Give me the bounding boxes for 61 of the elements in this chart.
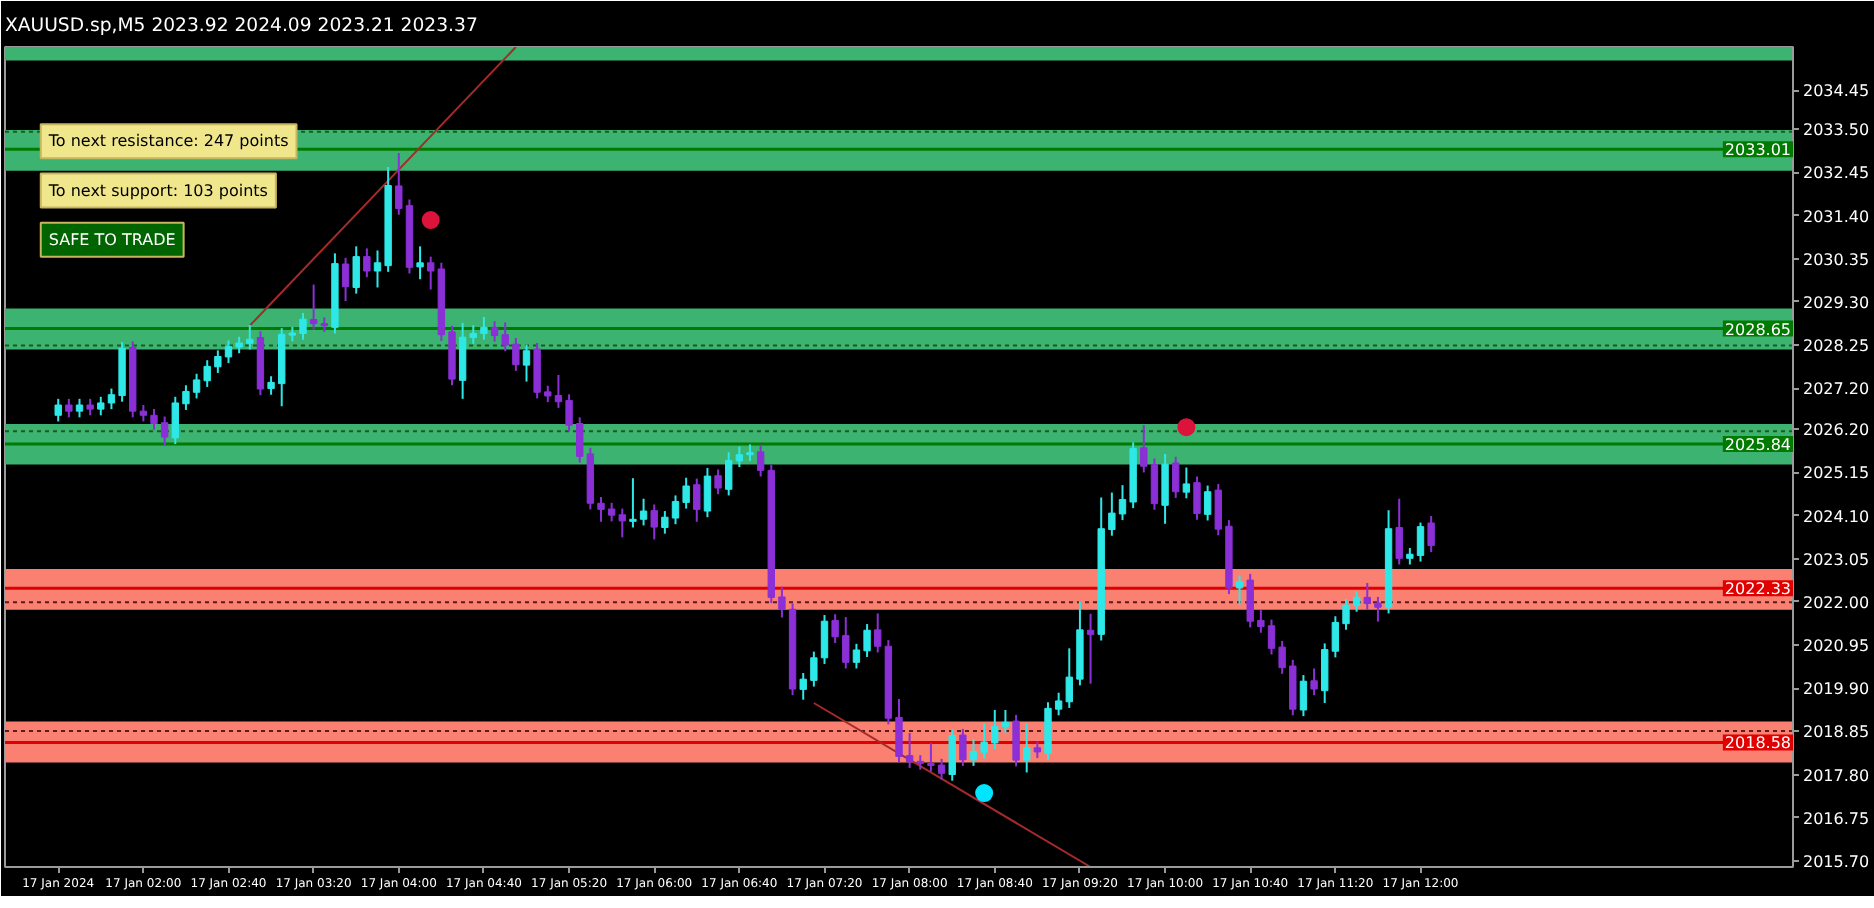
candlestick [309, 283, 318, 331]
y-tick-label: 2019.90 [1803, 680, 1870, 699]
candlestick [1235, 574, 1244, 606]
candlestick [1182, 466, 1191, 500]
candlestick [1086, 612, 1095, 685]
candlestick [1299, 674, 1308, 718]
y-tick-label: 2029.30 [1803, 293, 1870, 312]
y-tick-label: 2026.20 [1803, 421, 1870, 440]
y-tick-label: 2028.25 [1803, 336, 1870, 355]
y-tick-label: 2018.85 [1803, 723, 1870, 742]
candlestick [1395, 497, 1403, 566]
candlestick [522, 343, 531, 383]
y-tick-label: 2034.45 [1803, 82, 1870, 101]
ref-line-label: 2022.33 [1724, 580, 1792, 599]
y-tick-label: 2023.05 [1803, 550, 1870, 569]
candlestick [1023, 722, 1031, 774]
candlestick [1427, 514, 1435, 554]
candlestick [959, 727, 967, 767]
candlestick [874, 612, 882, 654]
ref-line-label: 2028.65 [1724, 320, 1792, 339]
y-tick-label: 2016.75 [1803, 809, 1870, 828]
ref-line-label: 2018.58 [1724, 734, 1792, 753]
candlestick [714, 468, 722, 496]
candlestick [363, 247, 371, 279]
y-tick-label: 2017.80 [1803, 766, 1870, 785]
point [1177, 418, 1196, 437]
y-tick-label: 2031.40 [1803, 207, 1870, 226]
candlestick [693, 477, 701, 523]
y-tick-label: 2020.95 [1803, 637, 1870, 656]
ref-line-label: 2025.84 [1724, 436, 1792, 455]
y-tick-label: 2030.35 [1803, 250, 1870, 269]
candlestick [820, 614, 829, 665]
y-tick-label: 2025.15 [1803, 464, 1870, 483]
y-tick-label: 2032.45 [1803, 164, 1870, 183]
candlestick [416, 245, 424, 281]
chart-title: XAUUSD.sp,M5 2023.92 2024.09 2023.21 2023.37 [5, 15, 478, 37]
candlestick [1161, 452, 1169, 525]
candlestick [703, 466, 712, 519]
candlestick [1310, 667, 1318, 697]
y-tick-label: 2027.20 [1803, 380, 1870, 399]
annotation: SAFE TO TRADE [48, 230, 176, 249]
y-tick-label: 2015.70 [1803, 852, 1870, 871]
candlestick [948, 728, 956, 782]
candlestick [1172, 455, 1180, 499]
point [975, 784, 994, 802]
y-tick-label: 2033.50 [1803, 121, 1870, 140]
ref-line-label: 2033.01 [1724, 141, 1792, 160]
point [421, 211, 440, 230]
annotation: To next resistance: 247 points [46, 132, 289, 151]
candlestick [1193, 475, 1201, 521]
candlestick [65, 397, 73, 419]
annotation: To next support: 103 points [46, 181, 268, 200]
candlestick [352, 245, 360, 295]
candlestick [54, 397, 62, 423]
candlestick [650, 503, 658, 541]
candlestick [75, 397, 84, 419]
candlestick [1012, 713, 1020, 768]
candlestick [341, 256, 350, 303]
y-tick-label: 2024.10 [1803, 507, 1870, 526]
candlestick [1203, 484, 1212, 522]
y-tick-label: 2022.00 [1803, 593, 1870, 612]
